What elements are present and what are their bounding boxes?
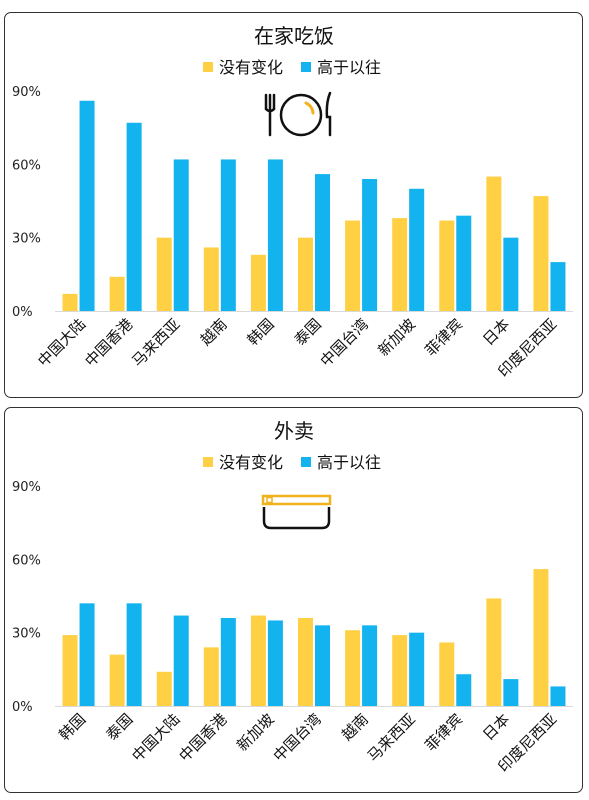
chart-eat-at-home: 在家吃饭没有变化 高于以往 0% 30% 60% 90% 中国大陆中国香港马来西亚 越南 韩国泰…: [12, 24, 573, 381]
x-category-label: 菲律宾: [422, 315, 467, 360]
bar-no-change: [533, 569, 549, 706]
chart-title: 在家吃饭: [254, 24, 334, 48]
bar-no-change: [203, 647, 219, 706]
bar-higher: [362, 625, 378, 706]
x-category-label: 中国台湾: [270, 710, 325, 765]
bar-no-change: [533, 196, 549, 311]
x-category-label: 日本: [479, 315, 513, 349]
bar-no-change: [62, 293, 78, 311]
takeout-box-icon: [261, 494, 332, 530]
bar-higher: [126, 122, 142, 312]
bar-higher: [362, 179, 378, 311]
bar-no-change: [62, 635, 78, 706]
bar-higher: [79, 603, 95, 706]
x-category-label: 中国大陆: [34, 315, 89, 370]
bar-higher: [550, 262, 566, 311]
bar-higher: [315, 625, 330, 706]
bar-no-change: [486, 598, 502, 706]
bar-no-change: [345, 630, 361, 706]
y-tick-label: 90%: [12, 85, 41, 100]
bar-higher: [173, 159, 189, 311]
bar-higher: [173, 615, 189, 706]
legend-swatch: [301, 457, 311, 467]
bar-higher: [456, 215, 472, 311]
y-tick-label: 60%: [12, 158, 41, 173]
bar-no-change: [439, 220, 455, 311]
bar-no-change: [250, 254, 266, 311]
bar-higher: [456, 674, 472, 706]
x-category-label: 新加坡: [374, 315, 419, 360]
bar-no-change: [439, 642, 455, 706]
bar-higher: [409, 632, 425, 706]
bar-no-change: [345, 220, 361, 311]
legend-swatch: [301, 62, 311, 72]
bar-higher: [267, 159, 283, 311]
y-tick-label: 0%: [12, 700, 33, 715]
x-category-label: 越南: [338, 710, 372, 744]
x-category-label: 马来西亚: [364, 710, 419, 765]
bar-no-change: [203, 247, 219, 311]
bar-no-change: [298, 618, 313, 706]
x-category-label: 越南: [197, 315, 231, 349]
chart-panel-takeout: 外卖没有变化 高于以往 0% 30% 60% 90% 韩国 泰国 中国大陆 中国香港 新加坡 中国台湾…: [4, 407, 583, 793]
x-category-label: 中国台湾: [317, 315, 372, 370]
legend-swatch: [203, 62, 213, 72]
legend-swatch: [203, 457, 213, 467]
x-category-label: 韩国: [55, 710, 89, 744]
bar-higher: [126, 603, 142, 706]
bar-higher: [220, 159, 236, 311]
x-category-label: 中国香港: [81, 315, 136, 370]
y-tick-label: 60%: [12, 553, 41, 568]
x-category-label: 泰国: [291, 315, 325, 349]
x-category-label: 中国香港: [175, 710, 230, 765]
bar-higher: [267, 620, 283, 706]
bar-no-change: [109, 654, 125, 706]
bar-no-change: [109, 276, 125, 311]
x-category-label: 泰国: [103, 710, 137, 744]
legend-label: 高于以往: [317, 58, 381, 77]
y-tick-label: 30%: [12, 232, 41, 247]
chart-panel-eat-at-home: 在家吃饭没有变化 高于以往 0% 30% 60% 90% 中国大陆 中国香港 马来西亚 越南 韩国泰…: [4, 12, 583, 398]
bar-no-change: [298, 237, 313, 311]
bar-higher: [503, 237, 519, 311]
legend-label: 没有变化: [219, 58, 283, 77]
bar-no-change: [392, 635, 408, 706]
x-category-label: 新加坡: [233, 710, 278, 755]
x-category-label: 日本: [479, 710, 513, 744]
x-category-label: 中国大陆: [128, 710, 183, 765]
legend-item: 没有变化: [203, 453, 283, 472]
bar-higher: [220, 618, 236, 706]
plate-cutlery-icon: [264, 91, 332, 137]
bar-no-change: [250, 615, 266, 706]
x-category-label: 菲律宾: [422, 710, 467, 755]
legend-label: 高于以往: [317, 453, 381, 472]
chart-title: 外卖: [274, 419, 314, 443]
bar-no-change: [486, 176, 502, 311]
bar-no-change: [392, 218, 408, 311]
legend-item: 高于以往: [301, 58, 381, 77]
legend-label: 没有变化: [219, 453, 283, 472]
bar-higher: [79, 100, 95, 312]
legend-item: 高于以往: [301, 453, 381, 472]
x-category-label: 韩国: [244, 315, 278, 349]
bar-no-change: [156, 671, 172, 706]
legend-item: 没有变化: [203, 58, 283, 77]
bar-higher: [503, 679, 519, 706]
y-tick-label: 90%: [12, 480, 41, 495]
bar-higher: [315, 174, 330, 311]
bar-higher: [550, 686, 566, 706]
x-category-label: 马来西亚: [128, 315, 183, 370]
bar-higher: [409, 188, 425, 311]
y-tick-label: 0%: [12, 305, 33, 320]
bar-no-change: [156, 237, 172, 311]
y-tick-label: 30%: [12, 627, 41, 642]
